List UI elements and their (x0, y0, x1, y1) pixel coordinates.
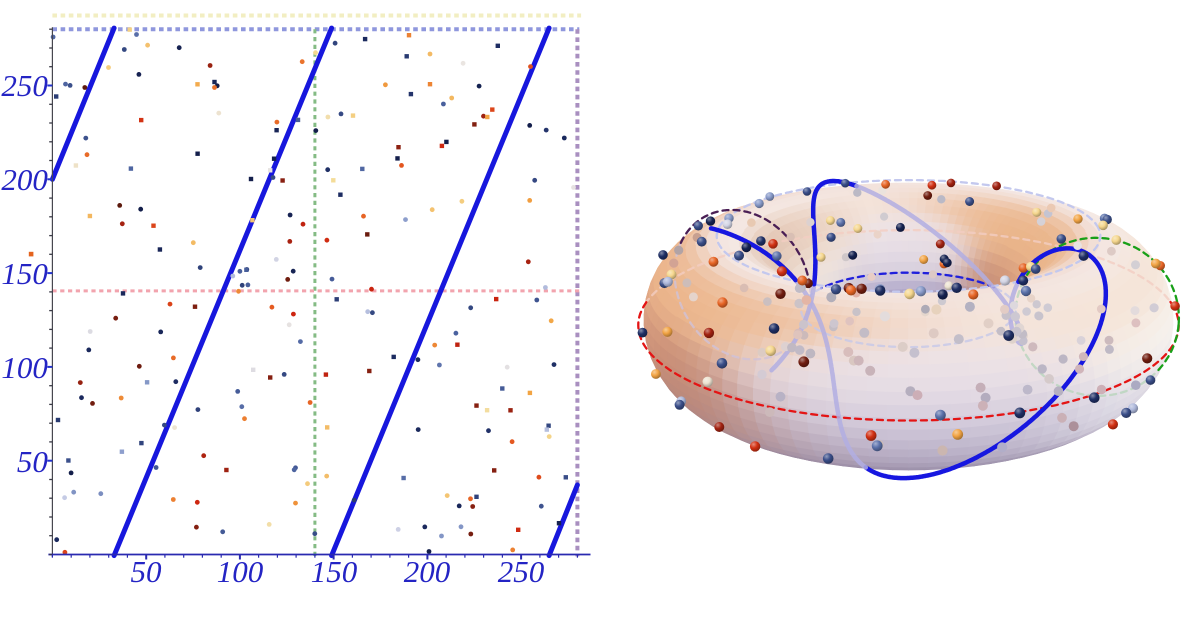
svg-text:100: 100 (217, 554, 264, 589)
svg-text:250: 250 (1, 68, 48, 103)
svg-text:200: 200 (404, 554, 451, 589)
svg-text:150: 150 (311, 554, 358, 589)
svg-text:50: 50 (131, 554, 163, 589)
svg-text:200: 200 (1, 162, 48, 197)
svg-text:250: 250 (498, 554, 545, 589)
svg-text:50: 50 (17, 444, 49, 479)
svg-text:100: 100 (1, 350, 48, 385)
svg-text:150: 150 (1, 256, 48, 291)
